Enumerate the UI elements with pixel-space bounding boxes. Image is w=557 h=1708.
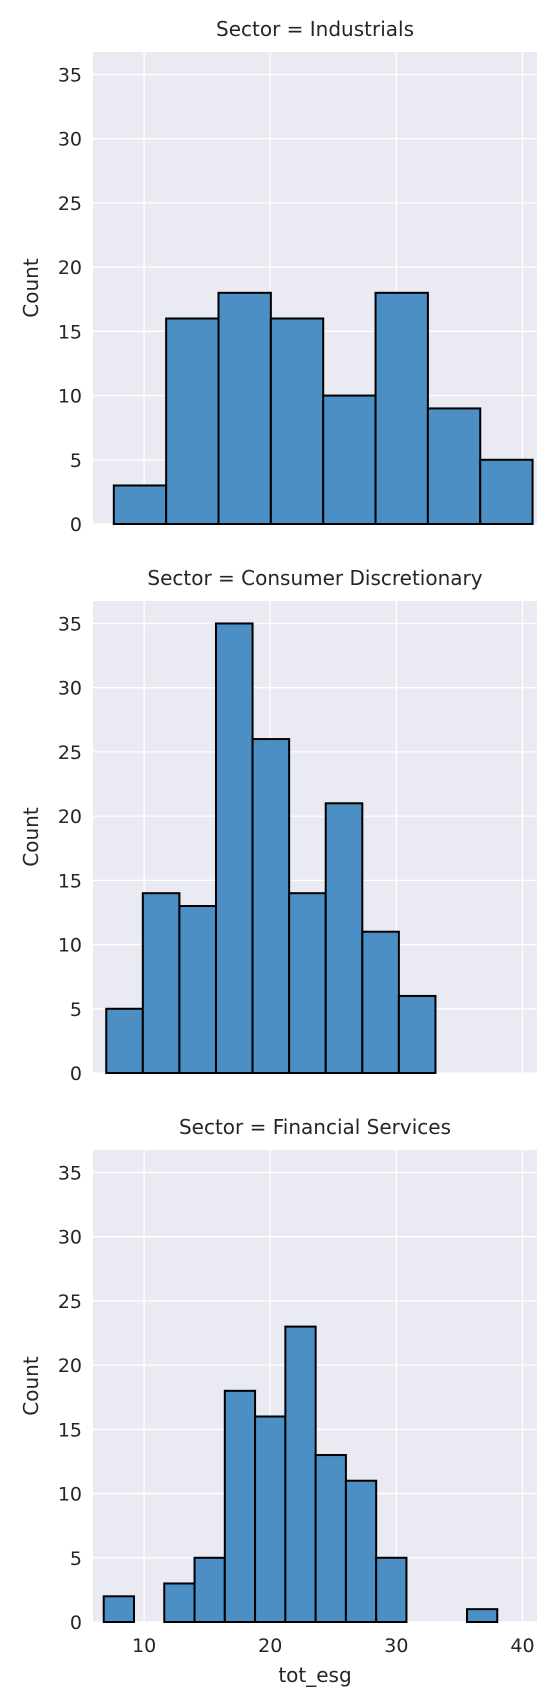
x-tick-label: 20 — [258, 1635, 282, 1657]
y-tick-label: 15 — [58, 870, 82, 892]
histogram-bar — [288, 892, 327, 1075]
histogram-bar — [269, 317, 325, 525]
histogram-bar — [112, 484, 168, 526]
histogram-bar — [105, 1007, 144, 1074]
histogram-bar — [254, 1415, 287, 1624]
histogram-bar — [163, 1582, 196, 1623]
y-tick-label: 0 — [70, 514, 82, 536]
y-tick-label: 35 — [58, 64, 82, 86]
histogram-bar — [284, 1325, 317, 1623]
histogram-bar — [324, 802, 364, 1074]
histogram-bar — [193, 1556, 226, 1624]
y-tick-label: 20 — [58, 257, 82, 279]
panel-title: Sector = Financial Services — [179, 1115, 451, 1139]
y-tick-label: 25 — [58, 742, 82, 764]
histogram-bar — [322, 394, 377, 526]
histogram-bar — [141, 892, 181, 1075]
panel-title: Sector = Industrials — [216, 17, 414, 41]
histogram-bar — [223, 1389, 257, 1623]
y-tick-label: 25 — [58, 193, 82, 215]
x-tick-label: 10 — [132, 1635, 156, 1657]
histogram-bar — [479, 458, 534, 526]
y-tick-label: 0 — [70, 1612, 82, 1634]
y-tick-label: 5 — [70, 999, 82, 1021]
y-tick-label: 30 — [58, 678, 82, 700]
x-tick-label: 30 — [384, 1635, 408, 1657]
y-tick-label: 25 — [58, 1291, 82, 1313]
y-tick-label: 10 — [58, 386, 82, 408]
panel-financial-services: 0 5 10 15 20 25 30 35 10 20 30 40 Sector = Financial… — [19, 1115, 537, 1687]
y-tick-label: 30 — [58, 129, 82, 151]
histogram-bar — [361, 930, 400, 1074]
histogram-bar — [426, 407, 482, 526]
y-tick-label: 35 — [58, 1162, 82, 1184]
y-axis-label: Count — [19, 258, 43, 318]
x-tick-label: 40 — [510, 1635, 534, 1657]
histogram-bar — [344, 1479, 378, 1623]
histogram-bar — [375, 1556, 408, 1624]
y-tick-label: 15 — [58, 1419, 82, 1441]
y-axis-label: Count — [19, 1356, 43, 1416]
histogram-bar — [374, 291, 429, 525]
y-tick-label: 5 — [70, 450, 82, 472]
histogram-bar — [178, 905, 217, 1074]
y-tick-label: 30 — [58, 1227, 82, 1249]
histogram-bar — [165, 317, 220, 525]
y-tick-label: 15 — [58, 321, 82, 343]
histogram-bar — [214, 622, 254, 1074]
y-tick-label: 35 — [58, 613, 82, 635]
y-axis-label: Count — [19, 807, 43, 867]
y-tick-label: 5 — [70, 1548, 82, 1570]
y-tick-label: 0 — [70, 1063, 82, 1085]
y-tick-label: 10 — [58, 935, 82, 957]
y-tick-label: 10 — [58, 1484, 82, 1506]
histogram-bar — [465, 1608, 499, 1624]
panel-industrials: 0 5 10 15 20 25 30 35 Sector = Industrials Count — [19, 17, 537, 536]
x-axis-label: tot_esg — [278, 1663, 351, 1687]
y-tick-label: 20 — [58, 806, 82, 828]
panel-consumer-discretionary: 0 5 10 15 20 25 30 35 Sector = Consumer Discreti… — [19, 566, 537, 1085]
histogram-bar — [217, 291, 272, 525]
panel-title: Sector = Consumer Discretionary — [147, 566, 482, 590]
histogram-bar — [102, 1595, 135, 1623]
y-tick-label: 20 — [58, 1355, 82, 1377]
histogram-bar — [251, 738, 291, 1075]
histogram-bar — [397, 994, 437, 1075]
histogram-bar — [314, 1454, 347, 1624]
